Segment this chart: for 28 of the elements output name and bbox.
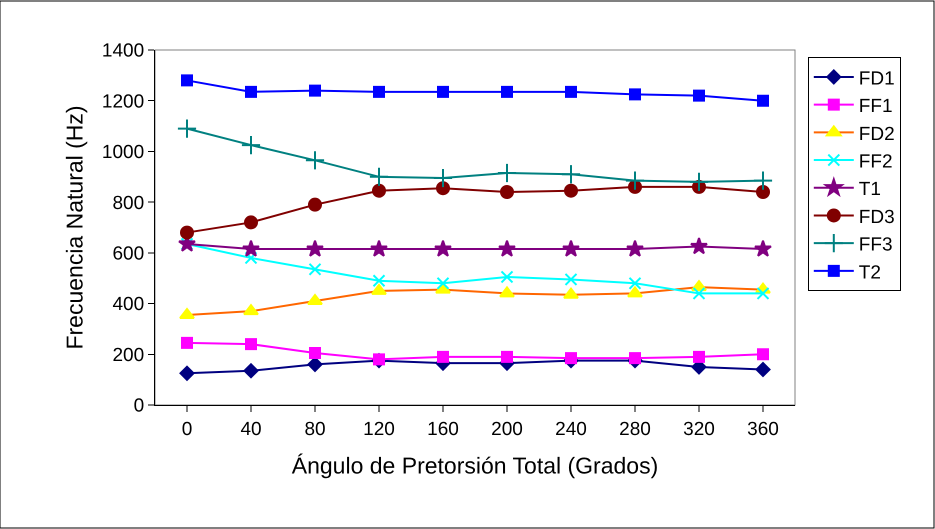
y-axis-title: Frecuencia Natural (Hz): [61, 105, 88, 350]
y-tick-label: 600: [112, 244, 144, 265]
legend-label: T1: [858, 179, 881, 200]
x-axis-title: Ángulo de Pretorsión Total (Grados): [292, 452, 658, 478]
legend-label: FF3: [858, 234, 893, 256]
y-tick-label: 0: [134, 396, 144, 417]
x-tick-label: 320: [683, 418, 715, 440]
y-tick-label: 1200: [102, 91, 144, 112]
x-tick-label: 160: [427, 418, 459, 440]
x-tick-label: 120: [363, 418, 395, 440]
x-tick-label: 40: [240, 418, 262, 440]
y-tick-label: 1400: [102, 40, 144, 62]
x-tick-label: 280: [619, 418, 651, 440]
legend-label: FF1: [858, 96, 893, 118]
x-tick-label: 200: [491, 418, 523, 440]
y-tick-label: 800: [112, 192, 144, 214]
x-tick-label: 80: [304, 418, 326, 440]
legend-label: FD3: [858, 206, 895, 228]
y-tick-label: 400: [112, 294, 144, 316]
y-tick-label: 200: [112, 344, 144, 366]
x-tick-label: 360: [747, 418, 779, 440]
legend-label: T2: [858, 262, 881, 284]
y-tick-label: 1000: [102, 142, 144, 164]
x-tick-label: 240: [555, 418, 587, 440]
legend-label: FD1: [858, 68, 895, 90]
legend-label: FF2: [858, 151, 893, 172]
x-tick-label: 0: [182, 418, 192, 440]
legend-label: FD2: [858, 124, 895, 145]
